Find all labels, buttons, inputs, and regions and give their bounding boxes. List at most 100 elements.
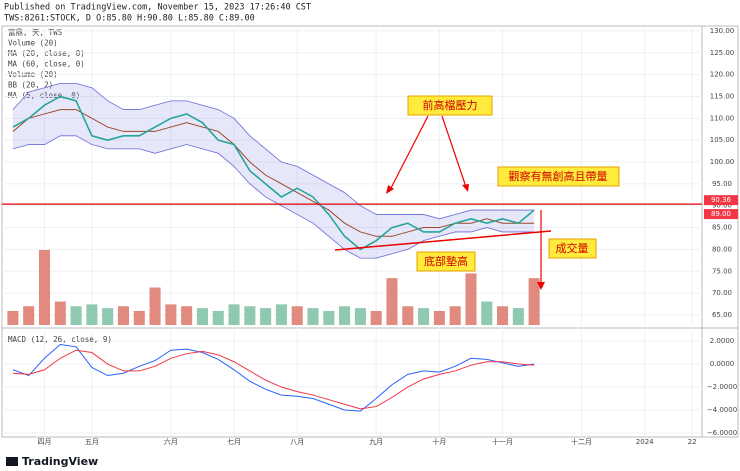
volume-bar bbox=[7, 310, 19, 325]
volume-bar bbox=[102, 308, 114, 325]
volume-bar bbox=[339, 306, 351, 325]
price-label-box bbox=[704, 195, 738, 206]
y-tick-label: 85.00 bbox=[712, 224, 732, 232]
volume-bar bbox=[23, 306, 35, 325]
annotation: 底部墊高 bbox=[424, 254, 468, 268]
arrow bbox=[441, 115, 467, 188]
annotation-box bbox=[497, 166, 620, 187]
volume-bar bbox=[418, 308, 430, 325]
volume-bar bbox=[465, 273, 477, 325]
volume-bar bbox=[181, 306, 193, 325]
volume-bar bbox=[212, 310, 224, 325]
y-tick-label: 105.00 bbox=[710, 136, 735, 144]
volume-bar bbox=[323, 310, 335, 325]
published: Published on TradingView.com, November 1… bbox=[4, 3, 311, 13]
x-tick-label: 八月 bbox=[290, 438, 304, 446]
volume-bar bbox=[86, 304, 98, 325]
price-label: 89.00 bbox=[711, 210, 731, 218]
indicator-label: Volume (20) bbox=[8, 39, 58, 48]
y2-tick-label: 2.0000 bbox=[710, 337, 735, 345]
volume-bar bbox=[196, 308, 208, 325]
trend-line bbox=[334, 230, 552, 251]
volume-bar bbox=[275, 304, 287, 325]
y-tick-label: 120.00 bbox=[710, 71, 735, 79]
volume-bar bbox=[38, 250, 51, 325]
x-tick-label: 四月 bbox=[37, 438, 51, 446]
volume-bar bbox=[260, 308, 272, 325]
annotation: 成交量 bbox=[556, 241, 589, 255]
indicator-label: MA (20, close, 0) bbox=[8, 49, 85, 58]
x-tick-label: 九月 bbox=[369, 437, 383, 446]
volume-bar bbox=[54, 301, 66, 325]
price-label: 90.36 bbox=[711, 196, 732, 204]
x-tick-label: 六月 bbox=[164, 437, 178, 446]
y-tick-label: 110.00 bbox=[710, 114, 735, 122]
volume-bar bbox=[354, 308, 366, 325]
volume-bar bbox=[165, 304, 177, 325]
volume-bar bbox=[528, 278, 540, 325]
volume-bar bbox=[244, 306, 256, 325]
macd-line bbox=[12, 343, 535, 412]
arrow-head bbox=[386, 185, 394, 194]
x-tick-label: 22 bbox=[688, 438, 697, 446]
volume-bar bbox=[70, 306, 82, 325]
volume-bar bbox=[133, 310, 145, 325]
volume-bar bbox=[149, 287, 161, 325]
signal-line bbox=[12, 349, 535, 410]
y2-tick-label: −2.0000 bbox=[707, 383, 737, 391]
arrow bbox=[389, 115, 429, 191]
annotation: 觀察有無創高且帶量 bbox=[509, 169, 608, 183]
arrow-head bbox=[537, 282, 545, 290]
price-line bbox=[12, 95, 535, 251]
volume-bar bbox=[386, 278, 398, 325]
annotation-box bbox=[407, 95, 493, 116]
y-tick-label: 80.00 bbox=[712, 245, 732, 253]
bb-lower bbox=[12, 135, 535, 259]
x-tick-label: 五月 bbox=[85, 438, 99, 446]
volume-bar bbox=[117, 306, 129, 325]
volume-bar bbox=[449, 306, 461, 325]
price-label-box bbox=[704, 209, 738, 220]
y2-tick-label: 0.0000 bbox=[710, 360, 735, 368]
symbol-info: TWS:8261:STOCK, D O:85.80 H:90.80 L:85.8… bbox=[4, 14, 255, 24]
annotations: 前高檔壓力 觀察有無創高且帶量 底部墊高 成交量 bbox=[334, 95, 620, 290]
ma20-line bbox=[12, 109, 535, 237]
volume-bar bbox=[307, 308, 319, 325]
y-tick-label: 90.00 bbox=[712, 202, 732, 210]
logo bbox=[6, 457, 18, 466]
indicator-label: BB (20, 2) bbox=[8, 81, 53, 90]
x-tick-label: 十月 bbox=[432, 437, 446, 446]
y-tick-label: 95.00 bbox=[712, 180, 732, 188]
annotation: 前高檔壓力 bbox=[423, 98, 478, 112]
brand: TradingView bbox=[22, 455, 98, 468]
volume-bar bbox=[433, 310, 445, 325]
y-tick-label: 115.00 bbox=[710, 92, 735, 100]
volume-bar bbox=[481, 301, 493, 325]
volume-bar bbox=[291, 306, 303, 325]
macd-label: MACD (12, 26, close, 9) bbox=[8, 335, 112, 344]
y-tick-label: 125.00 bbox=[710, 49, 735, 57]
indicator-label: MA (60, close, 0) bbox=[8, 60, 85, 69]
y2-tick-label: −4.0000 bbox=[707, 406, 737, 414]
annotation-box bbox=[416, 251, 476, 272]
arrow-head bbox=[462, 184, 469, 192]
y-tick-label: 100.00 bbox=[710, 158, 735, 166]
annotation-box bbox=[548, 238, 597, 259]
y2-tick-label: −6.0000 bbox=[707, 429, 737, 437]
x-tick-label: 十二月 bbox=[571, 437, 592, 446]
volume-bar bbox=[512, 308, 524, 325]
x-tick-label: 2024 bbox=[636, 438, 654, 446]
volume-bar bbox=[497, 306, 509, 325]
y-tick-label: 75.00 bbox=[712, 267, 732, 275]
y-tick-label: 130.00 bbox=[710, 27, 735, 35]
indicator-label: 富鼎, 天, TWS bbox=[8, 27, 63, 37]
x-tick-label: 七月 bbox=[227, 437, 241, 446]
x-tick-label: 十一月 bbox=[492, 437, 513, 446]
bb-upper bbox=[12, 82, 535, 220]
frame bbox=[1, 25, 739, 438]
y-tick-label: 70.00 bbox=[712, 289, 732, 297]
y-tick-label: 65.00 bbox=[712, 311, 732, 319]
volume-bar bbox=[228, 304, 240, 325]
